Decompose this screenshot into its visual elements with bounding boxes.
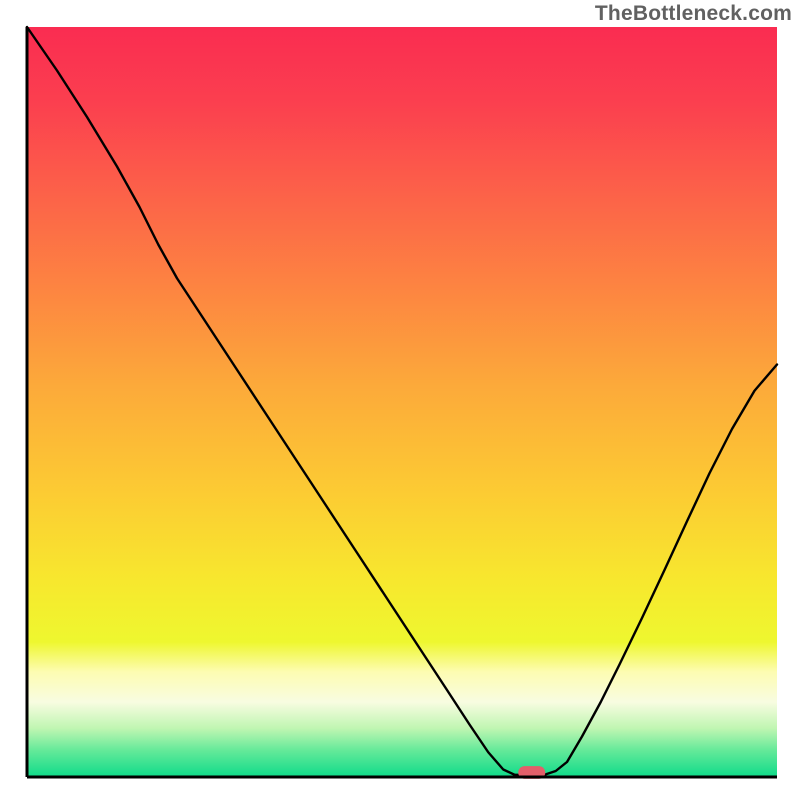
bottleneck-chart: [0, 0, 800, 800]
source-watermark: TheBottleneck.com: [595, 2, 792, 26]
chart-root: TheBottleneck.com: [0, 0, 800, 800]
plot-background-gradient: [27, 27, 777, 777]
